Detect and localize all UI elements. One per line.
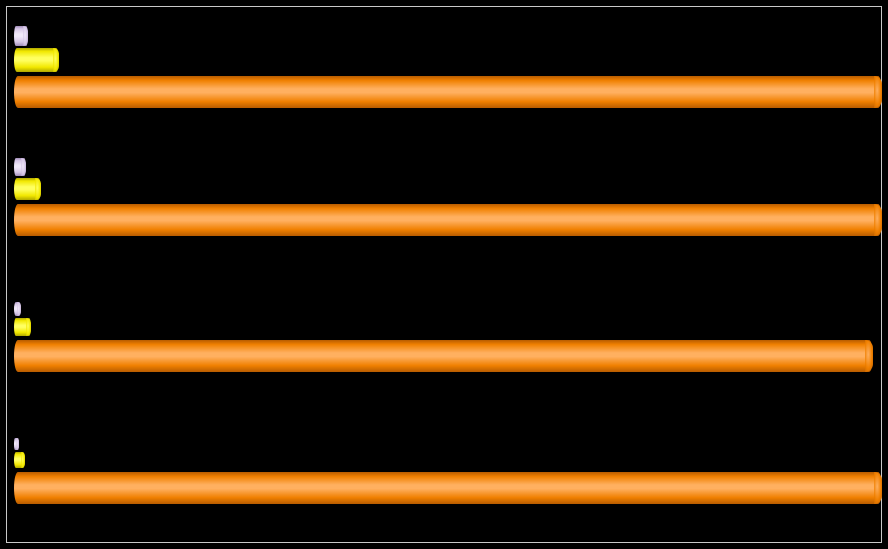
- bar-cap: [35, 178, 41, 200]
- bar-series-lilac-g3: [14, 302, 21, 316]
- bar-cap: [874, 204, 882, 236]
- bar-series-lilac-g2: [14, 158, 26, 176]
- bar-cap: [23, 26, 28, 46]
- bar-cap: [21, 452, 25, 468]
- bar-series-orange-g4: [14, 472, 882, 504]
- bar-cap: [17, 302, 21, 316]
- bar-series-yellow-g3: [14, 318, 31, 336]
- bar-series-orange-g1: [14, 76, 882, 108]
- bar-series-yellow-g1: [14, 48, 59, 72]
- plot-area: [14, 6, 882, 535]
- bar-cap: [874, 472, 882, 504]
- bar-cap: [874, 76, 882, 108]
- bar-series-lilac-g1: [14, 26, 28, 46]
- bar-cap: [865, 340, 873, 372]
- bar-cap: [21, 158, 26, 176]
- bar-series-orange-g3: [14, 340, 873, 372]
- bar-cap: [26, 318, 31, 336]
- bar-cap: [16, 438, 19, 450]
- bar-series-orange-g2: [14, 204, 882, 236]
- bar-cap: [53, 48, 59, 72]
- bar-series-yellow-g2: [14, 178, 41, 200]
- bar-series-yellow-g4: [14, 452, 25, 468]
- bar-series-lilac-g4: [14, 438, 19, 450]
